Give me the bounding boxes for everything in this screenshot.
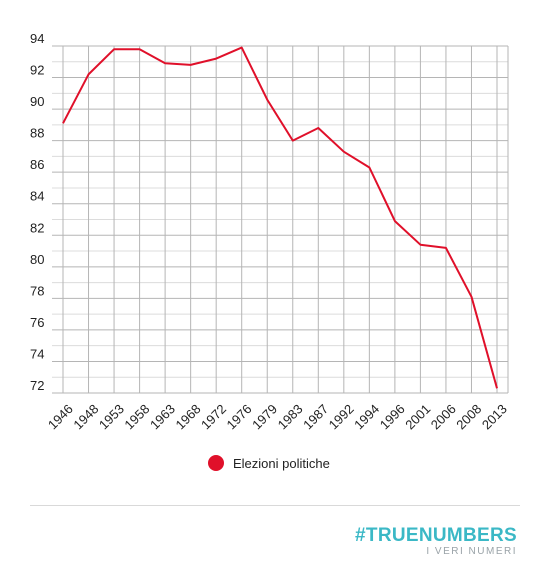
y-tick-label: 94 [30, 31, 44, 46]
x-tick-label: 2001 [402, 401, 433, 432]
x-tick-label: 1996 [377, 401, 408, 432]
x-tick-label: 1953 [96, 401, 127, 432]
x-tick-label: 2006 [428, 401, 459, 432]
y-tick-label: 74 [30, 346, 44, 361]
footer-divider [30, 505, 520, 506]
x-tick-label: 1946 [45, 401, 76, 432]
brand-tagline: I VERI NUMERI [426, 546, 517, 557]
x-tick-label: 1992 [326, 401, 357, 432]
legend-marker [208, 455, 224, 471]
x-tick-label: 1976 [224, 401, 255, 432]
y-tick-label: 78 [30, 283, 44, 298]
y-tick-label: 88 [30, 126, 44, 141]
x-tick-label: 1972 [198, 401, 229, 432]
x-tick-label: 1994 [351, 401, 382, 432]
x-tick-label: 1968 [172, 401, 203, 432]
legend-label: Elezioni politiche [233, 455, 330, 471]
x-tick-label: 1979 [249, 401, 280, 432]
series-line-elezioni-politiche [62, 46, 498, 389]
x-axis-labels: 1946194819531958196319681972197619791983… [45, 401, 510, 432]
x-tick-label: 1987 [300, 401, 331, 432]
x-tick-label: 1983 [275, 401, 306, 432]
x-tick-label: 1963 [147, 401, 178, 432]
x-tick-label: 2008 [453, 401, 484, 432]
brand-logo: #TRUENUMBERS I VERI NUMERI [355, 526, 517, 558]
x-tick-label: 1948 [70, 401, 101, 432]
x-tick-label: 2013 [479, 401, 510, 432]
y-tick-label: 82 [30, 220, 44, 235]
y-tick-label: 84 [30, 189, 44, 204]
line-chart: 94 92 90 88 86 84 82 80 78 76 74 72 194619481953195… [30, 31, 510, 432]
x-tick-label: 1958 [121, 401, 152, 432]
chart-legend: Elezioni politiche [208, 455, 330, 471]
y-tick-label: 92 [30, 63, 44, 78]
y-axis-labels: 94 92 90 88 86 84 82 80 78 76 74 72 [30, 31, 44, 393]
brand-name: #TRUENUMBERS [355, 525, 517, 546]
y-tick-label: 72 [30, 378, 44, 393]
y-tick-label: 80 [30, 252, 44, 267]
y-tick-label: 90 [30, 94, 44, 109]
y-tick-label: 76 [30, 315, 44, 330]
chart-grid [52, 45, 509, 394]
y-tick-label: 86 [30, 157, 44, 172]
